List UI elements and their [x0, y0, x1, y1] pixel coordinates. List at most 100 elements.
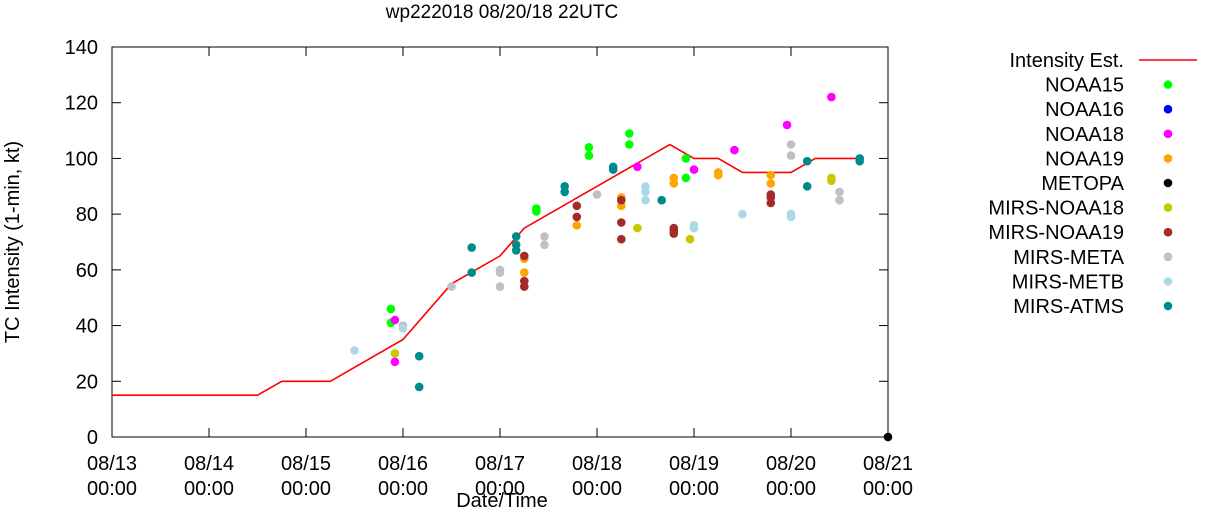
point-noaa15 — [681, 154, 691, 163]
y-axis-title: TC Intensity (1-min, kt) — [2, 141, 24, 343]
legend-label-mirs-noaa19: MIRS-NOAA19 — [988, 222, 1124, 244]
x-tick-label-date: 08/19 — [669, 453, 719, 475]
point-mirs-metb — [641, 187, 650, 197]
x-tick-label-time: 00:00 — [378, 478, 428, 500]
point-mirs-metb — [398, 324, 408, 333]
x-tick-label-time: 00:00 — [863, 478, 913, 500]
legend-swatch-mirs-metb — [1163, 277, 1173, 286]
x-axis-title: Date/Time — [456, 490, 548, 509]
y-tick-label: 100 — [65, 148, 98, 170]
point-mirs-noaa19 — [617, 195, 626, 205]
y-tick-label: 20 — [76, 371, 98, 393]
x-tick-label-date: 08/21 — [863, 453, 913, 475]
point-mirs-atms — [467, 268, 477, 277]
y-tick-label: 140 — [65, 37, 98, 59]
point-mirs-metb — [641, 195, 650, 205]
point-noaa15 — [625, 129, 634, 138]
point-mirs-atms — [467, 243, 477, 252]
point-noaa19 — [714, 170, 723, 180]
point-mirs-atms — [511, 232, 521, 241]
point-mirs-meta — [495, 268, 505, 277]
legend-label-metopa: METOPA — [1041, 173, 1124, 195]
point-mirs-atms — [657, 195, 666, 205]
point-mirs-noaa18 — [633, 223, 642, 233]
point-mirs-meta — [835, 187, 844, 197]
point-noaa18 — [689, 165, 699, 174]
x-axis-ticks: 08/13 00:00 08/14 00:00 08/15 00:00 08/16 00:00… — [87, 47, 913, 500]
point-mirs-atms — [414, 351, 424, 361]
point-mirs-meta — [786, 140, 796, 149]
point-mirs-noaa18 — [827, 176, 836, 185]
point-noaa15 — [584, 151, 594, 160]
point-noaa18 — [390, 315, 400, 325]
legend-label-mirs-meta: MIRS-META — [1013, 247, 1124, 269]
point-mirs-metb — [350, 346, 359, 355]
point-mirs-noaa19 — [617, 218, 626, 227]
point-noaa18 — [633, 162, 642, 172]
legend-swatch-mirs-atms — [1163, 301, 1173, 311]
point-mirs-metb — [689, 223, 699, 233]
x-tick-label-date: 08/17 — [475, 453, 525, 475]
legend-label-noaa16: NOAA16 — [1045, 99, 1124, 121]
legend-swatch-mirs-noaa18 — [1163, 203, 1173, 212]
plot-frame — [111, 46, 889, 438]
point-mirs-noaa19 — [572, 201, 582, 211]
series-line-intensity-est — [112, 143, 864, 397]
legend-swatch-mirs-meta — [1163, 252, 1173, 262]
point-mirs-noaa19 — [766, 198, 776, 208]
point-metopa — [883, 432, 893, 442]
point-mirs-atms — [414, 382, 424, 392]
legend-label-noaa18: NOAA18 — [1045, 124, 1124, 146]
point-noaa15 — [386, 304, 396, 314]
x-tick-label-date: 08/18 — [572, 453, 622, 475]
x-tick-label-time: 00:00 — [475, 478, 525, 500]
x-tick-label-time: 00:00 — [766, 478, 816, 500]
point-mirs-meta — [835, 195, 844, 205]
x-tick-label-date: 08/15 — [281, 453, 331, 475]
legend-label-mirs-atms: MIRS-ATMS — [1013, 296, 1124, 318]
point-mirs-atms — [855, 156, 864, 166]
point-mirs-meta — [592, 190, 602, 199]
point-mirs-meta — [540, 240, 549, 250]
x-tick-label-date: 08/20 — [766, 453, 816, 475]
point-noaa19 — [766, 170, 776, 180]
point-mirs-atms — [608, 165, 618, 174]
x-tick-label-time: 00:00 — [184, 478, 234, 500]
y-tick-label: 80 — [76, 204, 98, 226]
x-tick-label-time: 00:00 — [572, 478, 622, 500]
point-noaa18 — [390, 357, 400, 367]
point-noaa19 — [669, 179, 679, 188]
point-mirs-metb — [786, 212, 796, 222]
y-tick-label: 120 — [65, 93, 98, 115]
x-tick-label-time: 00:00 — [669, 478, 719, 500]
x-tick-label-time: 00:00 — [281, 478, 331, 500]
point-mirs-noaa18 — [390, 349, 400, 358]
point-mirs-atms — [802, 182, 812, 191]
point-mirs-meta — [447, 282, 456, 291]
legend-swatch-noaa19 — [1163, 154, 1173, 163]
legend-label-mirs-noaa18: MIRS-NOAA18 — [988, 198, 1124, 220]
x-tick-label-date: 08/13 — [87, 453, 137, 475]
point-noaa18 — [730, 145, 739, 155]
point-mirs-noaa19 — [520, 251, 529, 261]
point-noaa19 — [766, 179, 776, 188]
point-mirs-noaa19 — [617, 234, 626, 244]
point-mirs-atms — [560, 187, 569, 197]
point-noaa15 — [625, 140, 634, 149]
point-mirs-meta — [540, 232, 549, 241]
point-mirs-metb — [738, 209, 747, 219]
point-noaa18 — [827, 92, 836, 102]
point-mirs-noaa19 — [572, 212, 582, 222]
y-tick-label: 40 — [76, 316, 98, 338]
y-tick-label: 0 — [87, 427, 98, 449]
point-mirs-meta — [786, 151, 796, 160]
point-noaa15 — [532, 207, 541, 216]
point-mirs-noaa19 — [520, 282, 529, 291]
point-noaa18 — [782, 120, 792, 130]
point-noaa15 — [681, 173, 691, 183]
point-mirs-noaa19 — [669, 229, 679, 238]
plot-area — [112, 92, 893, 442]
point-mirs-atms — [511, 246, 521, 255]
y-axis-ticks: 0 20 40 60 80 100 120 140 — [65, 37, 888, 449]
